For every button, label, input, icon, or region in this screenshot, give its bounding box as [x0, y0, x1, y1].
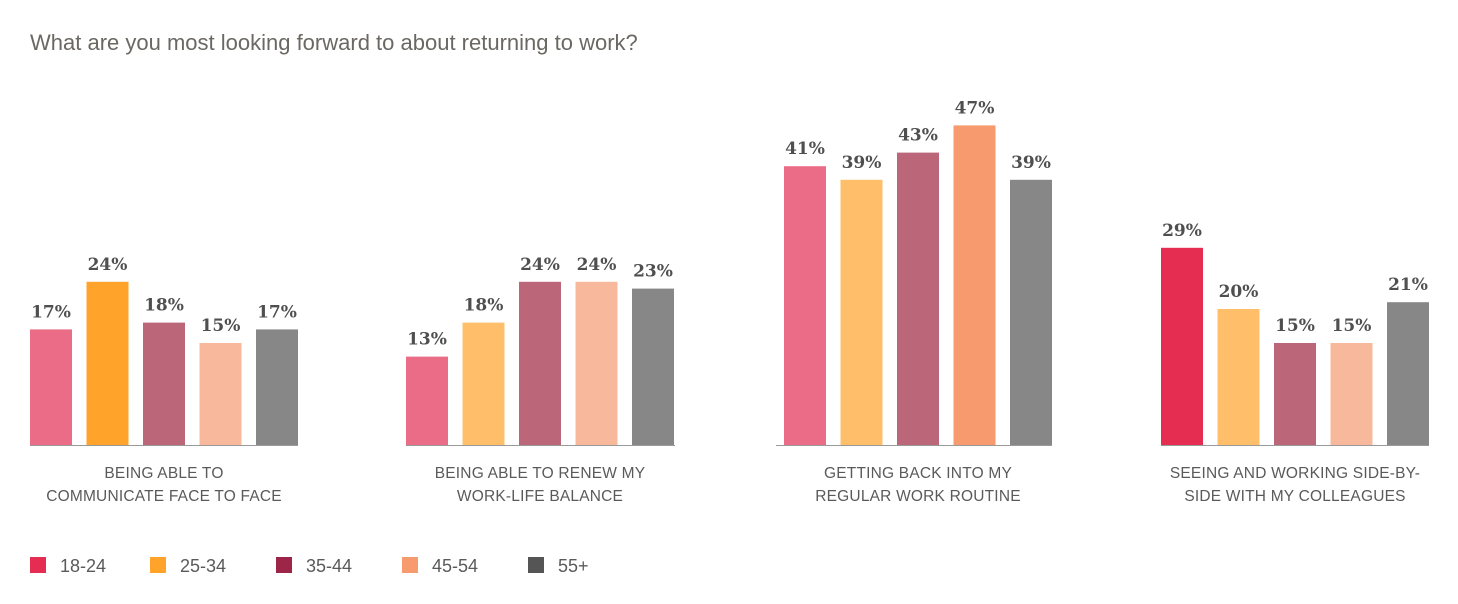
bar-3-45-54 [953, 125, 996, 446]
bar-4-45-54 [1330, 343, 1373, 445]
data-label-1-55plus: 17% [257, 302, 297, 322]
legend-swatch-25-34 [150, 557, 166, 573]
data-label-4-35-44: 15% [1275, 316, 1315, 336]
bar-3-25-34 [840, 179, 883, 446]
category-label-1-line-2: COMMUNICATE FACE TO FACE [46, 488, 282, 505]
bar-3-55plus [1010, 179, 1052, 446]
bar-3-18-24 [784, 166, 826, 445]
data-label-4-18-24: 29% [1162, 221, 1202, 241]
data-label-3-25-34: 39% [842, 153, 882, 173]
bar-4-18-24 [1161, 247, 1203, 445]
legend-swatch-55plus [528, 557, 544, 573]
data-label-3-18-24: 41% [785, 139, 825, 159]
legend-label-18-24: 18-24 [60, 556, 106, 576]
data-label-2-45-54: 24% [577, 255, 617, 275]
bar-2-45-54 [575, 281, 618, 445]
legend-label-35-44: 35-44 [306, 556, 352, 576]
bar-2-35-44 [519, 281, 561, 445]
bar-2-25-34 [462, 322, 505, 445]
category-label-4-line-2: SIDE WITH MY COLLEAGUES [1184, 488, 1405, 505]
data-label-3-45-54: 47% [955, 98, 995, 118]
legend-label-45-54: 45-54 [432, 556, 478, 576]
legend-swatch-35-44 [276, 557, 292, 573]
bar-2-55plus [632, 288, 674, 445]
legend-label-25-34: 25-34 [180, 556, 226, 576]
category-label-3-line-2: REGULAR WORK ROUTINE [815, 488, 1021, 505]
data-label-1-45-54: 15% [201, 316, 241, 336]
category-label-2-line-2: WORK-LIFE BALANCE [457, 488, 623, 505]
data-label-4-45-54: 15% [1332, 316, 1372, 336]
data-label-2-25-34: 18% [464, 296, 504, 316]
bar-4-25-34 [1217, 309, 1260, 445]
category-label-2-line-1: BEING ABLE TO RENEW MY [435, 465, 646, 482]
category-label-3-line-1: GETTING BACK INTO MY [824, 465, 1012, 482]
bar-4-35-44 [1274, 343, 1316, 445]
bar-4-55plus [1387, 302, 1429, 445]
data-label-3-55plus: 39% [1011, 153, 1051, 173]
legend-label-55plus: 55+ [558, 556, 589, 576]
data-label-4-55plus: 21% [1388, 275, 1428, 295]
data-label-1-25-34: 24% [88, 255, 128, 275]
category-label-1-line-1: BEING ABLE TO [104, 465, 223, 482]
data-label-2-55plus: 23% [633, 262, 673, 282]
bar-1-18-24 [30, 329, 72, 445]
category-label-4-line-1: SEEING AND WORKING SIDE-BY- [1170, 465, 1420, 482]
bar-1-35-44 [143, 322, 185, 445]
bar-2-18-24 [406, 356, 448, 445]
data-label-3-35-44: 43% [898, 126, 938, 146]
data-label-1-18-24: 17% [31, 302, 71, 322]
data-label-4-25-34: 20% [1219, 282, 1259, 302]
bar-1-55plus [256, 329, 298, 445]
bar-3-35-44 [897, 152, 939, 445]
legend-swatch-45-54 [402, 557, 418, 573]
data-label-1-35-44: 18% [144, 296, 184, 316]
chart-title: What are you most looking forward to abo… [30, 30, 638, 55]
legend-swatch-18-24 [30, 557, 46, 573]
bar-1-25-34 [86, 281, 129, 445]
bar-1-45-54 [199, 343, 242, 445]
data-label-2-18-24: 13% [407, 330, 447, 350]
data-label-2-35-44: 24% [520, 255, 560, 275]
